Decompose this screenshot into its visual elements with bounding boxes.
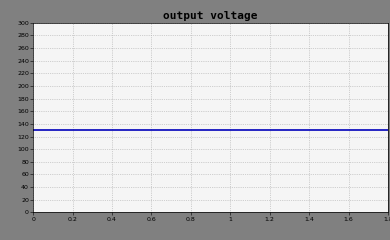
Title: output voltage: output voltage xyxy=(163,11,258,21)
